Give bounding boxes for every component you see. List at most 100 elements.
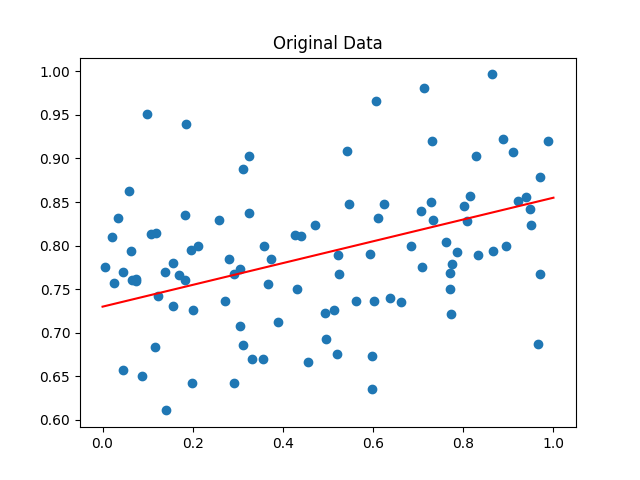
Point xyxy=(193,241,204,249)
Point xyxy=(303,358,314,366)
Point xyxy=(333,252,344,259)
Point xyxy=(321,336,331,343)
Point xyxy=(497,135,508,143)
Point xyxy=(224,255,234,263)
Point xyxy=(332,350,342,358)
Point xyxy=(513,197,524,205)
Point xyxy=(501,242,511,250)
Point xyxy=(237,341,248,349)
Point xyxy=(488,247,498,254)
Point xyxy=(107,233,117,240)
Point xyxy=(168,302,178,310)
Title: Original Data: Original Data xyxy=(273,35,383,53)
Point xyxy=(292,285,303,292)
Point xyxy=(465,192,476,200)
Point xyxy=(138,372,148,380)
Point xyxy=(179,276,189,284)
Point xyxy=(351,298,361,305)
Point xyxy=(320,310,330,317)
Point xyxy=(168,259,178,267)
Point xyxy=(118,268,129,276)
Point xyxy=(462,216,472,224)
Point xyxy=(113,215,123,222)
Point xyxy=(220,297,230,305)
Point xyxy=(186,246,196,254)
Point xyxy=(473,252,483,259)
Point xyxy=(426,198,436,205)
Point xyxy=(259,242,269,250)
Point xyxy=(262,280,273,288)
Point xyxy=(152,292,163,300)
Point xyxy=(161,407,172,414)
Point xyxy=(214,216,225,224)
Point xyxy=(118,366,128,374)
Point xyxy=(419,84,429,92)
Point xyxy=(445,311,456,318)
Point xyxy=(290,231,300,239)
Point xyxy=(508,148,518,156)
Point xyxy=(273,319,283,326)
Point xyxy=(445,285,455,292)
Point xyxy=(459,202,469,209)
Point xyxy=(141,110,152,118)
Point xyxy=(246,355,257,363)
Point xyxy=(310,221,321,228)
Point xyxy=(367,385,378,393)
Point xyxy=(131,277,141,285)
Point xyxy=(417,263,427,271)
Point xyxy=(244,209,254,217)
Point xyxy=(180,120,191,128)
Point xyxy=(396,298,406,306)
Point xyxy=(330,306,340,314)
Point xyxy=(146,230,156,238)
Point xyxy=(526,221,536,229)
Point xyxy=(229,271,239,278)
Point xyxy=(428,216,438,224)
Point xyxy=(296,232,306,240)
Point xyxy=(126,247,136,255)
Point xyxy=(235,322,245,329)
Point xyxy=(373,214,383,222)
Point xyxy=(440,238,451,246)
Point xyxy=(543,137,553,145)
Point xyxy=(535,173,545,180)
Point xyxy=(127,276,137,284)
Point xyxy=(124,187,134,195)
Point xyxy=(228,380,239,387)
Point xyxy=(369,297,379,305)
Point xyxy=(259,355,269,363)
Point xyxy=(344,200,354,207)
Point xyxy=(533,340,543,348)
Point xyxy=(151,229,161,237)
Point xyxy=(445,269,456,277)
Point xyxy=(371,97,381,105)
Point xyxy=(109,279,119,287)
Point xyxy=(342,147,353,155)
Point xyxy=(365,250,375,258)
Point xyxy=(266,255,276,263)
Point xyxy=(416,207,426,215)
Point xyxy=(334,270,344,277)
Point xyxy=(525,205,536,213)
Point xyxy=(180,211,190,219)
Point xyxy=(238,165,248,173)
Point xyxy=(378,200,388,207)
Point xyxy=(521,193,531,201)
Point xyxy=(188,306,198,314)
Point xyxy=(244,153,254,160)
Point xyxy=(150,343,160,351)
Point xyxy=(447,260,457,268)
Point xyxy=(187,379,197,387)
Point xyxy=(235,265,245,273)
Point xyxy=(534,271,545,278)
Point xyxy=(451,249,461,256)
Point xyxy=(100,264,110,271)
Point xyxy=(471,152,481,160)
Point xyxy=(174,271,184,279)
Point xyxy=(367,353,377,360)
Point xyxy=(406,242,416,250)
Point xyxy=(131,276,141,283)
Point xyxy=(161,268,171,276)
Point xyxy=(385,294,395,302)
Point xyxy=(426,137,436,145)
